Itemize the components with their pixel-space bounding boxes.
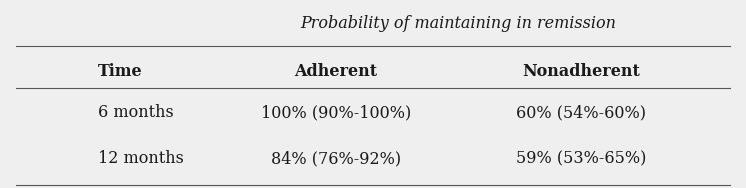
Text: 60% (54%-60%): 60% (54%-60%) — [516, 104, 646, 121]
Text: 12 months: 12 months — [98, 150, 184, 167]
Text: Probability of maintaining in remission: Probability of maintaining in remission — [301, 15, 616, 32]
Text: 59% (53%-65%): 59% (53%-65%) — [516, 150, 646, 167]
Text: Adherent: Adherent — [294, 63, 377, 80]
Text: Time: Time — [98, 63, 142, 80]
Text: 84% (76%-92%): 84% (76%-92%) — [271, 150, 401, 167]
Text: 100% (90%-100%): 100% (90%-100%) — [260, 104, 411, 121]
Text: 6 months: 6 months — [98, 104, 174, 121]
Text: Nonadherent: Nonadherent — [522, 63, 640, 80]
